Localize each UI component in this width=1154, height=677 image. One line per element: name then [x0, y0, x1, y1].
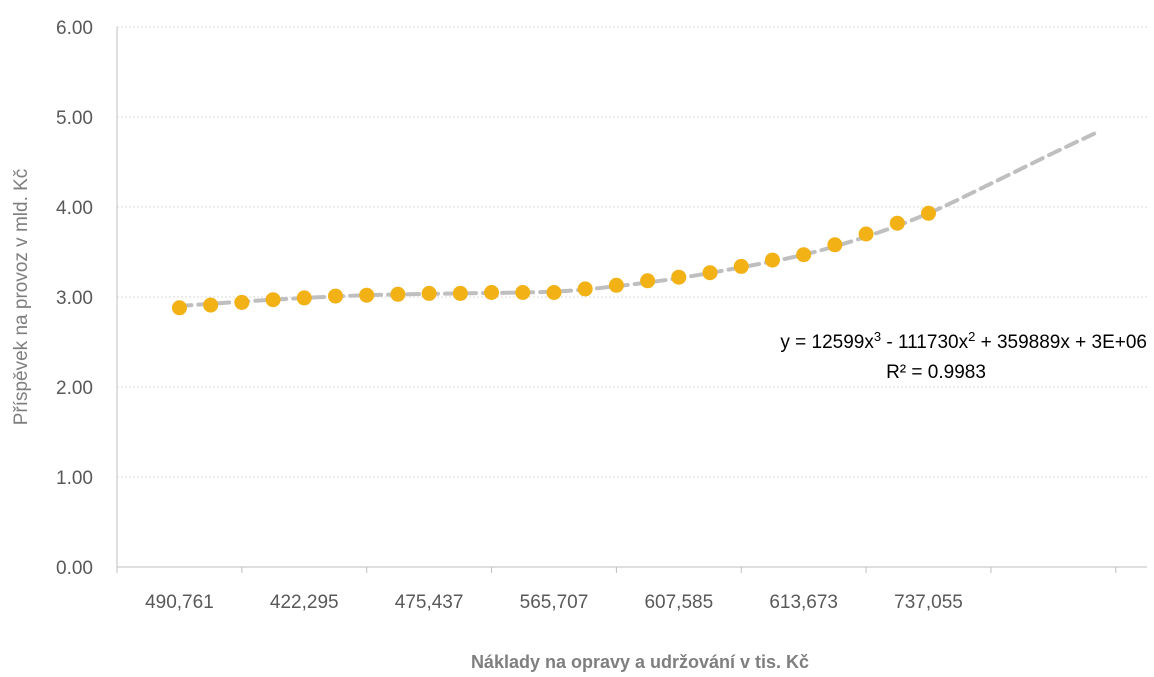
data-point: [858, 226, 874, 242]
data-point: [484, 285, 500, 300]
data-point: [452, 285, 468, 301]
data-points: [171, 205, 937, 316]
data-point: [640, 273, 656, 289]
data-point: [608, 277, 624, 293]
data-point: [671, 269, 687, 285]
axes: [116, 27, 1147, 568]
data-point: [889, 215, 905, 231]
y-tick-label: 0.00: [56, 558, 93, 579]
data-point: [265, 292, 281, 308]
x-tick-label: 613,673: [769, 592, 838, 613]
x-tick-label: 475,437: [395, 592, 464, 613]
equation-exponent-2: 2: [968, 329, 975, 344]
x-ticks: 490,761 422,295 475,437 565,707 607,585 613,6…: [116, 567, 1117, 613]
data-point: [546, 285, 562, 300]
data-point: [421, 285, 437, 301]
y-tick-label: 4.00: [56, 198, 93, 219]
equation-exponent-3: 3: [874, 329, 881, 344]
x-tick-label: 565,707: [520, 592, 589, 613]
gridlines: [117, 26, 1147, 478]
data-point: [733, 258, 749, 274]
equation-term-c: + 359889x + 3E+06: [975, 332, 1147, 353]
data-point: [515, 285, 531, 300]
data-point: [796, 247, 812, 263]
data-point: [359, 287, 375, 303]
equation-term-a: y = 12599x: [780, 332, 874, 353]
data-point: [577, 281, 593, 297]
trendline-equation: y = 12599x3 - 111730x2 + 359889x + 3E+06: [780, 329, 1147, 354]
x-axis-title: Náklady na opravy a udržování v tis. Kč: [471, 652, 809, 672]
data-point: [234, 294, 250, 310]
data-point: [702, 265, 718, 281]
trendline: [177, 130, 1100, 308]
data-point: [764, 252, 780, 268]
x-tick-label: 607,585: [644, 592, 713, 613]
data-point: [827, 237, 843, 253]
y-tick-label: 6.00: [56, 18, 93, 39]
x-tick-label: 490,761: [145, 592, 214, 613]
x-tick-label: 422,295: [270, 592, 339, 613]
data-point: [327, 288, 343, 304]
r-squared-label: R² = 0.9983: [886, 362, 986, 383]
data-point: [203, 297, 219, 313]
y-tick-labels: 0.00 1.00 2.00 3.00 4.00 5.00 6.00: [56, 18, 93, 579]
y-tick-label: 2.00: [56, 378, 93, 399]
data-point: [390, 286, 406, 302]
data-point: [921, 205, 937, 221]
data-point: [296, 290, 312, 306]
x-tick-label: 737,055: [894, 592, 963, 613]
equation-term-b: - 111730x: [881, 332, 968, 353]
y-tick-label: 1.00: [56, 468, 93, 489]
y-tick-label: 5.00: [56, 108, 93, 129]
y-tick-label: 3.00: [56, 288, 93, 309]
data-point: [171, 300, 187, 316]
y-axis-title: Příspěvek na provoz v mld. Kč: [11, 169, 32, 426]
trendline-group: [177, 130, 1100, 308]
